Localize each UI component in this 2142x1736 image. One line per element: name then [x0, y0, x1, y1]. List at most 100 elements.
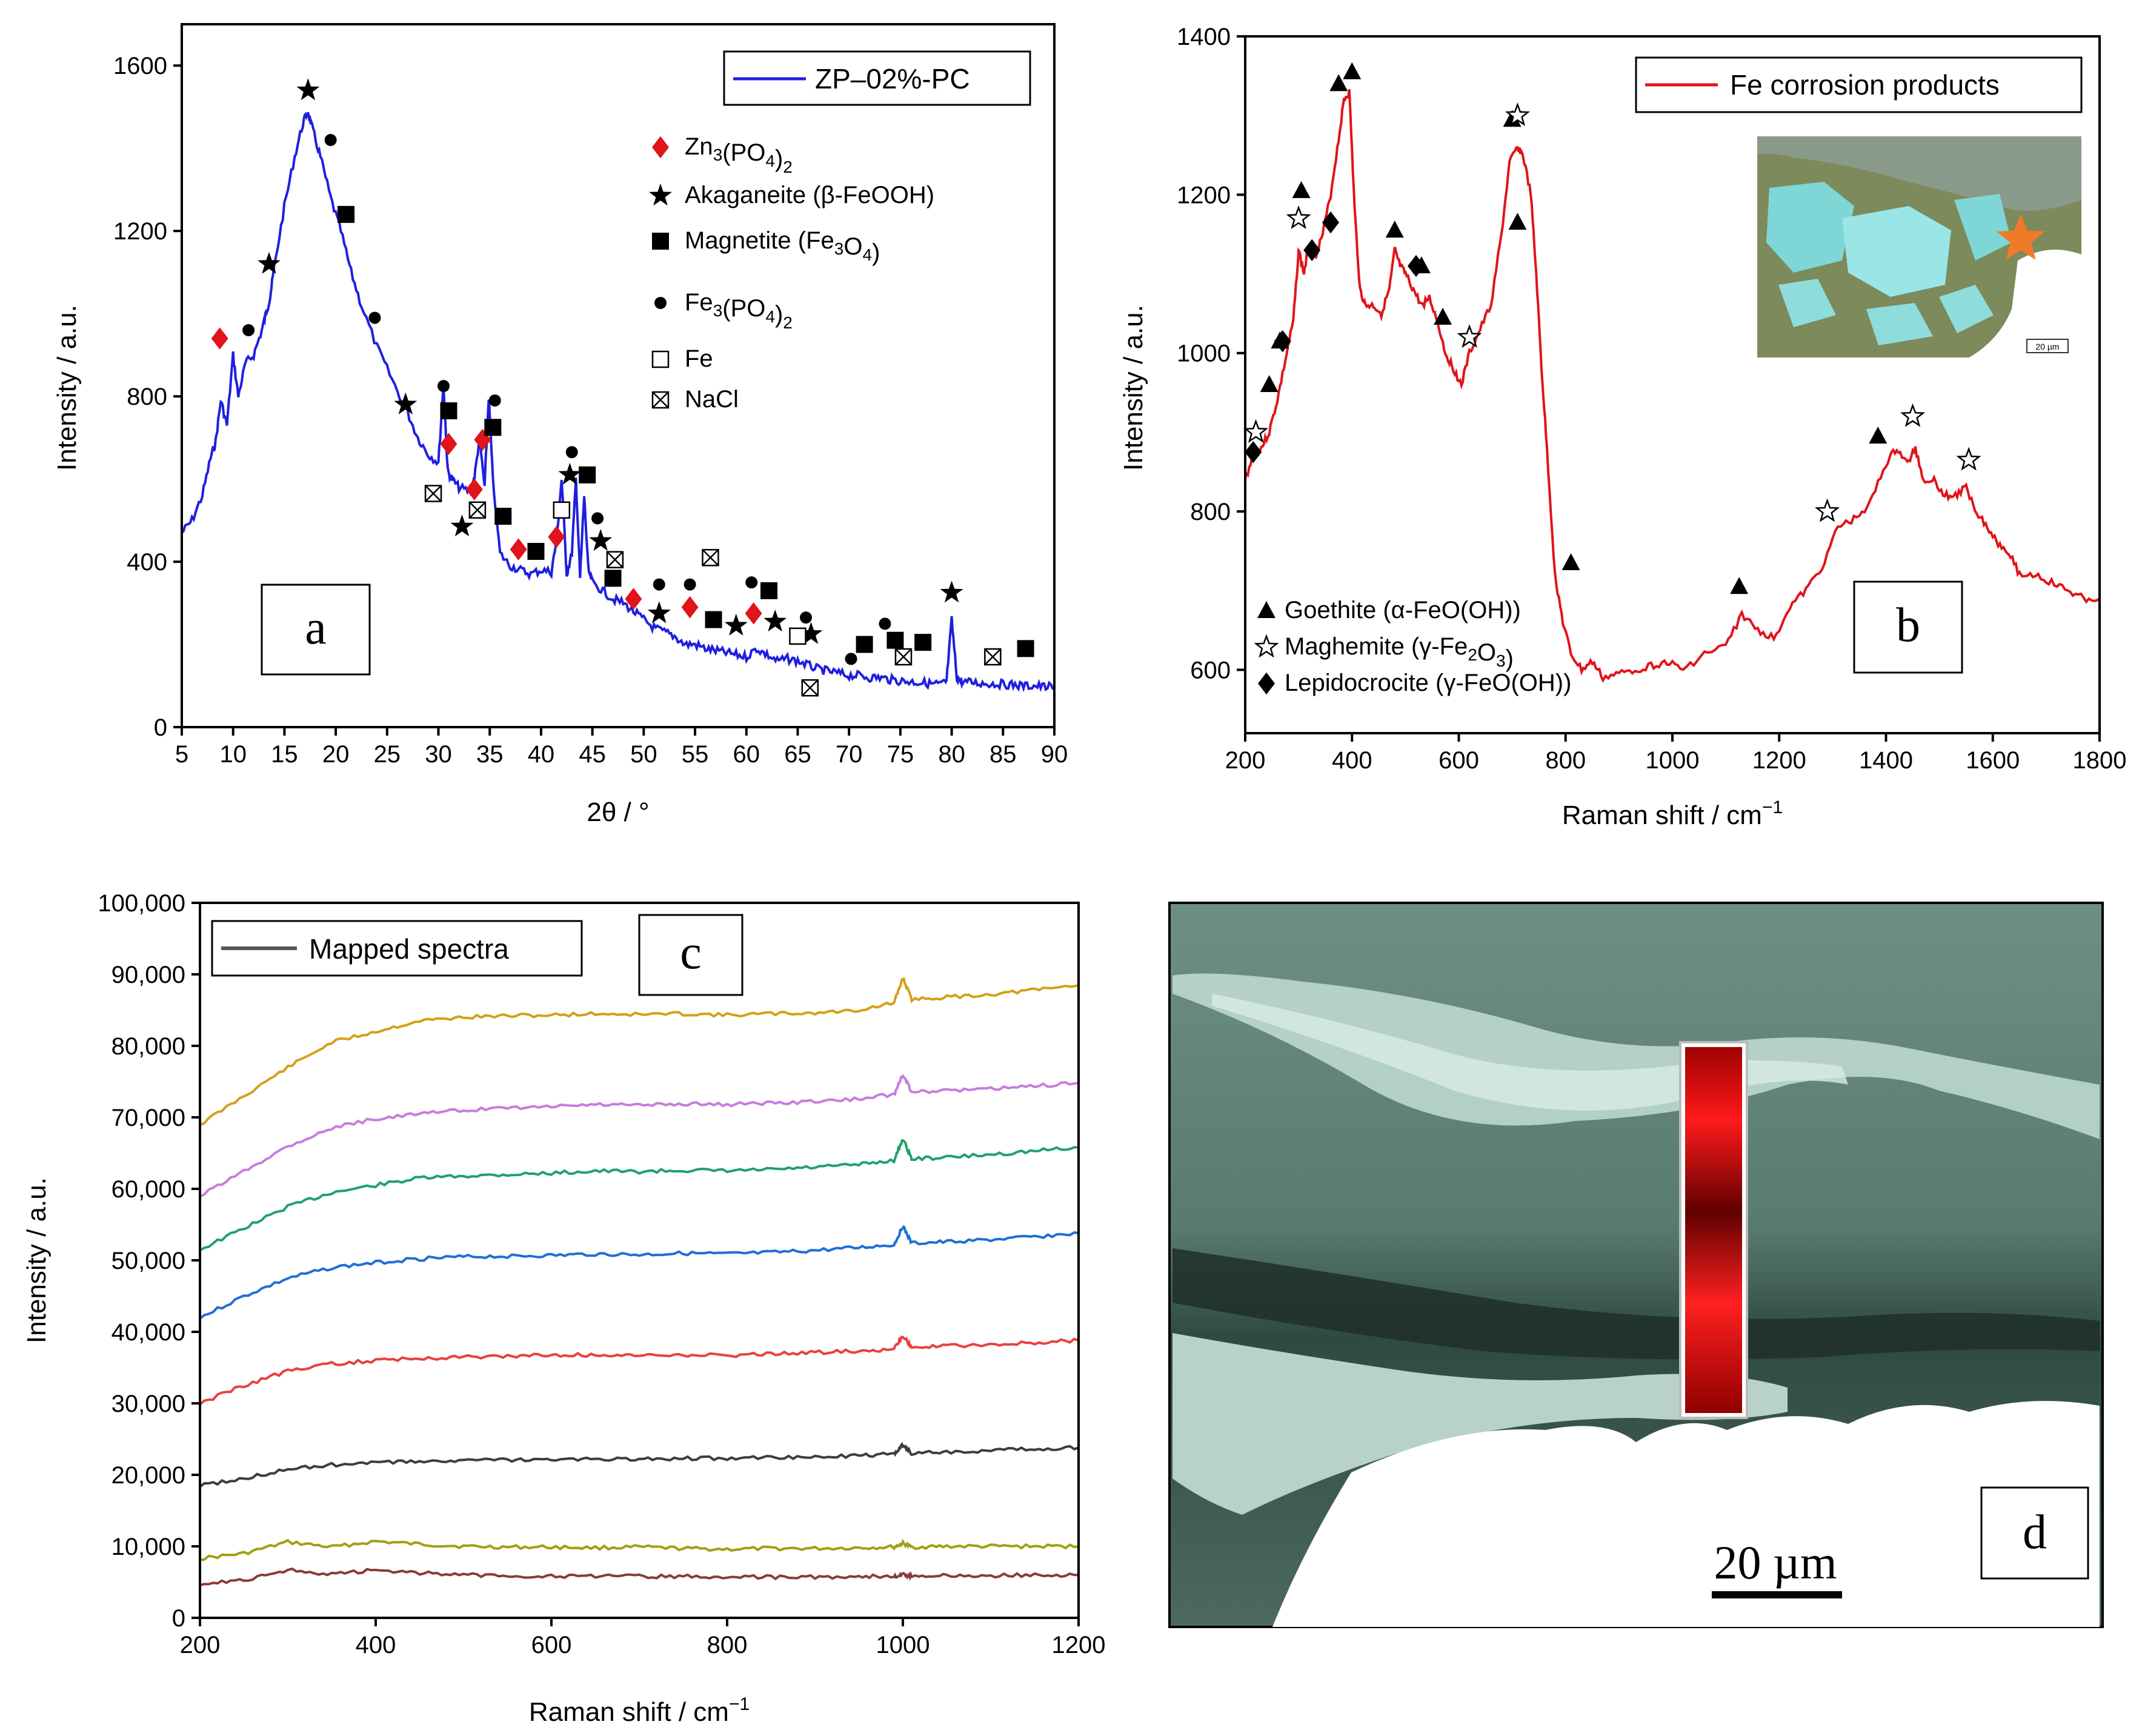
- panel-a-marker-nacl: [702, 548, 719, 567]
- y-tick-label: 90,000: [111, 962, 185, 988]
- y-tick-label: 800: [127, 384, 167, 410]
- x-tick-label: 85: [990, 741, 1017, 768]
- panel-c-series-line-4: [200, 1225, 1079, 1320]
- x-tick-label: 1000: [876, 1632, 930, 1658]
- y-tick-label: 1200: [113, 218, 167, 245]
- panel-c-legend: Mapped spectra: [211, 920, 583, 977]
- panel-b-phase-markers: [1243, 62, 1981, 594]
- panel-a-marker-magnetite: [705, 611, 722, 628]
- y-tick-label: 1200: [1177, 182, 1231, 208]
- panel-a-marker-akaganeite: [296, 78, 320, 101]
- panel-a-marker-nacl: [801, 679, 819, 697]
- panel-a-marker-fe3-po4-2: [684, 578, 696, 591]
- panel-c-series-line-7: [200, 1538, 1079, 1561]
- panel-b-marker-goethite: [1508, 213, 1527, 230]
- panel-a-marker-akaganeite: [647, 601, 671, 624]
- panel-b-marker-goethite: [1385, 221, 1404, 238]
- panel-a-marker-magnetite: [494, 508, 512, 525]
- panel-a-marker-nacl: [984, 648, 1002, 666]
- panel-a-marker-fe3-po4-2: [653, 578, 665, 591]
- panel-b-key-symbol: [1254, 634, 1279, 658]
- x-tick-label: 45: [579, 741, 606, 768]
- panel-a-marker-magnetite: [527, 543, 545, 560]
- y-tick-label: 60,000: [111, 1176, 185, 1203]
- x-tick-label: 35: [476, 741, 504, 768]
- panel-b-marker-maghemite: [1243, 419, 1269, 443]
- panel-c-series-line-6: [200, 1442, 1079, 1488]
- panel-b-marker-lepidocrocite: [1245, 441, 1262, 464]
- x-tick-label: 600: [531, 1632, 572, 1658]
- panel-a-marker-magnetite: [338, 205, 355, 223]
- panel-b-phase-key: Goethite (α-FeO(OH)) Maghemite (γ-Fe2O3)L…: [1254, 597, 1571, 696]
- x-tick-label: 800: [1545, 747, 1586, 774]
- x-tick-label: 60: [733, 741, 760, 768]
- panel-c-axes: 200 400 600 800 1000 1200 0 10,000 20,000 30,000 4…: [98, 890, 1105, 1658]
- x-tick-label: 200: [180, 1632, 221, 1658]
- panel-b-marker-goethite: [1730, 577, 1749, 594]
- panel-a-marker-akaganeite: [799, 622, 823, 644]
- panel-a-key-label: Fe3(PO4)2: [685, 289, 793, 332]
- panel-c-series-line-1: [200, 977, 1079, 1126]
- panel-a-phase-key: Zn3(PO4)2 Akaganeite (β-FeOOH) Magnetite (…: [649, 133, 934, 413]
- panel-a-marker-fe3-po4-2: [437, 380, 450, 393]
- panel-c-y-label: Intensity / a.u.: [22, 1177, 52, 1343]
- panel-d-letter-box: d: [1980, 1486, 2089, 1580]
- panel-c-x-label: Raman shift / cm−1: [529, 1694, 750, 1727]
- panel-a-legend: ZP–02%-PC: [723, 50, 1031, 106]
- panel-a-marker-fe3-po4-2: [745, 576, 758, 589]
- panel-a-marker-zn3-po4-2: [625, 588, 642, 610]
- panel-b-marker-maghemite: [1814, 498, 1840, 522]
- x-tick-label: 400: [1332, 747, 1372, 774]
- y-tick-label: 0: [172, 1605, 185, 1632]
- panel-b-inset-star-marker: [1997, 214, 2045, 260]
- y-tick-label: 600: [1190, 657, 1231, 683]
- y-tick-label: 70,000: [111, 1105, 185, 1131]
- panel-a-marker-akaganeite: [763, 610, 787, 632]
- panel-d-scale-label: 20 µm: [1714, 1536, 1837, 1589]
- y-tick-label: 30,000: [111, 1391, 185, 1417]
- y-tick-label: 1400: [1177, 24, 1231, 50]
- panel-a-marker-akaganeite: [558, 462, 582, 485]
- y-tick-label: 1600: [113, 53, 167, 79]
- panel-a-marker-zn3-po4-2: [474, 428, 491, 451]
- x-tick-label: 1800: [2073, 747, 2127, 774]
- y-tick-label: 100,000: [98, 890, 185, 917]
- x-tick-label: 200: [1225, 747, 1266, 774]
- panel-a-marker-fe: [789, 627, 807, 645]
- panel-a-marker-fe3-po4-2: [879, 617, 891, 630]
- panel-a-marker-akaganeite: [394, 392, 417, 414]
- panel-a-marker-zn3-po4-2: [548, 525, 565, 548]
- panel-a-x-label: 2θ / °: [587, 797, 649, 827]
- panel-a-marker-fe3-po4-2: [324, 134, 337, 147]
- panel-b-inset-scale-label: 20 µm: [2035, 342, 2059, 351]
- panel-b-marker-maghemite: [1505, 102, 1531, 127]
- panel-a-marker-nacl: [424, 485, 442, 502]
- panel-b-marker-goethite: [1292, 181, 1311, 198]
- panel-a-marker-akaganeite: [450, 514, 474, 537]
- panel-a-marker-nacl: [606, 551, 624, 568]
- panel-b-marker-lepidocrocite: [1408, 254, 1425, 278]
- x-tick-label: 1600: [1966, 747, 2020, 774]
- panel-a-plot-frame: [181, 23, 1056, 728]
- y-tick-label: 0: [154, 714, 167, 741]
- panel-b-key-label: Goethite (α-FeO(OH)): [1285, 597, 1521, 624]
- panel-b-letter: b: [1896, 599, 1920, 652]
- panel-a-marker-zn3-po4-2: [465, 478, 483, 501]
- panel-a-marker-akaganeite: [589, 528, 613, 551]
- x-tick-label: 400: [356, 1632, 396, 1658]
- panel-a-letter: a: [305, 601, 327, 654]
- panel-b-axes: 200 400 600 800 1000 1200 1400 1600 1800 600 800 10…: [1177, 24, 2126, 774]
- panel-c-series-line-2: [200, 1074, 1079, 1198]
- panel-a-legend-label: ZP–02%-PC: [815, 63, 970, 95]
- panel-b-marker-goethite: [1869, 426, 1888, 444]
- panel-a-marker-magnetite: [760, 582, 778, 599]
- panel-a-key-label: Magnetite (Fe3O4): [685, 227, 880, 266]
- panel-b-x-label: Raman shift / cm−1: [1562, 797, 1783, 830]
- y-tick-label: 20,000: [111, 1462, 185, 1489]
- x-tick-label: 10: [219, 741, 247, 768]
- panel-a-marker-zn3-po4-2: [745, 602, 762, 625]
- x-tick-label: 5: [175, 741, 188, 768]
- panel-b: 200 400 600 800 1000 1200 1400 1600 1800 600 800 10…: [1119, 24, 2126, 830]
- panel-b-key-symbol: [1258, 672, 1275, 695]
- panel-b-marker-goethite: [1260, 375, 1279, 392]
